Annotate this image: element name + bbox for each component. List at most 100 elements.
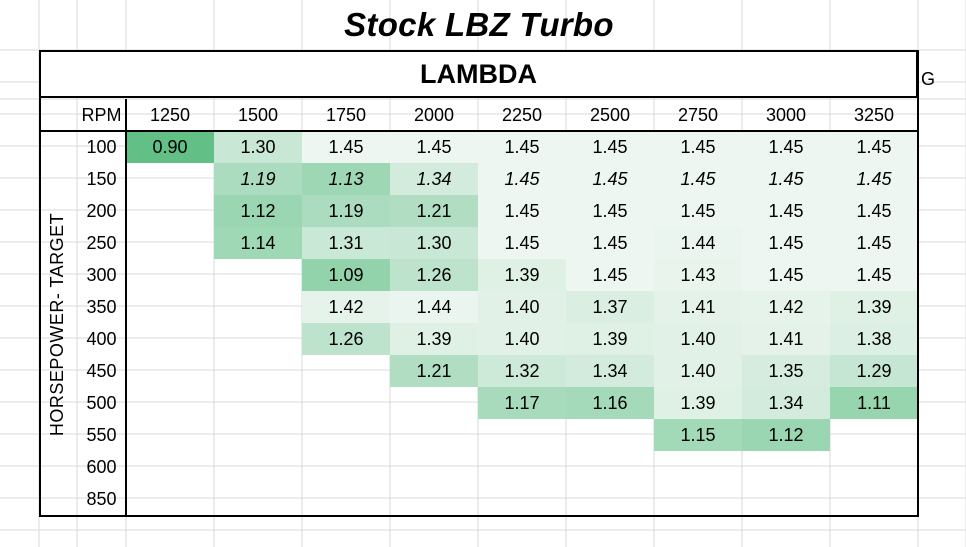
lambda-cell[interactable] xyxy=(214,419,302,451)
lambda-cell[interactable]: 1.40 xyxy=(478,323,566,355)
lambda-cell[interactable]: 1.19 xyxy=(214,163,302,195)
lambda-cell[interactable] xyxy=(566,451,654,483)
lambda-cell[interactable] xyxy=(214,259,302,291)
lambda-cell[interactable]: 1.11 xyxy=(830,387,918,419)
lambda-cell[interactable] xyxy=(478,483,566,515)
lambda-cell[interactable] xyxy=(126,323,214,355)
rpm-header-2750[interactable]: 2750 xyxy=(677,104,719,125)
rpm-header-label[interactable]: RPM xyxy=(81,104,122,125)
lambda-cell[interactable] xyxy=(214,291,302,323)
lambda-cell[interactable]: 1.30 xyxy=(214,131,302,163)
lambda-cell[interactable]: 1.13 xyxy=(302,163,390,195)
lambda-cell[interactable]: 1.45 xyxy=(830,227,918,259)
lambda-cell[interactable]: 1.45 xyxy=(566,259,654,291)
lambda-cell[interactable] xyxy=(390,419,478,451)
lambda-cell[interactable]: 1.45 xyxy=(302,131,390,163)
lambda-cell[interactable]: 1.31 xyxy=(302,227,390,259)
hp-row-label-400[interactable]: 400 xyxy=(86,328,117,349)
lambda-cell[interactable]: 1.40 xyxy=(478,291,566,323)
lambda-cell[interactable] xyxy=(126,419,214,451)
lambda-cell[interactable] xyxy=(214,451,302,483)
lambda-cell[interactable] xyxy=(126,483,214,515)
lambda-cell[interactable] xyxy=(830,419,918,451)
lambda-cell[interactable]: 1.45 xyxy=(478,227,566,259)
hp-row-label-450[interactable]: 450 xyxy=(86,360,117,381)
lambda-cell[interactable]: 1.37 xyxy=(566,291,654,323)
lambda-cell[interactable]: 1.42 xyxy=(302,291,390,323)
lambda-cell[interactable] xyxy=(302,355,390,387)
lambda-cell[interactable]: 1.12 xyxy=(742,419,830,451)
lambda-cell[interactable]: 1.45 xyxy=(830,131,918,163)
lambda-cell[interactable]: 1.39 xyxy=(830,291,918,323)
lambda-cell[interactable]: 1.32 xyxy=(478,355,566,387)
hp-row-label-150[interactable]: 150 xyxy=(86,168,117,189)
lambda-cell[interactable]: 1.45 xyxy=(478,131,566,163)
lambda-cell[interactable]: 1.45 xyxy=(742,259,830,291)
lambda-cell[interactable]: 1.44 xyxy=(390,291,478,323)
lambda-cell[interactable]: 0.90 xyxy=(126,131,214,163)
lambda-cell[interactable] xyxy=(566,483,654,515)
lambda-cell[interactable]: 1.45 xyxy=(742,195,830,227)
lambda-cell[interactable] xyxy=(214,355,302,387)
column-g-cell[interactable]: G xyxy=(921,69,936,89)
rpm-header-3250[interactable]: 3250 xyxy=(853,104,895,125)
lambda-cell[interactable]: 1.19 xyxy=(302,195,390,227)
rpm-header-2000[interactable]: 2000 xyxy=(413,104,455,125)
lambda-cell[interactable] xyxy=(742,451,830,483)
lambda-cell[interactable]: 1.30 xyxy=(390,227,478,259)
lambda-cell[interactable]: 1.45 xyxy=(566,227,654,259)
lambda-cell[interactable] xyxy=(742,483,830,515)
lambda-cell[interactable]: 1.43 xyxy=(654,259,742,291)
lambda-cell[interactable] xyxy=(126,451,214,483)
lambda-cell[interactable]: 1.16 xyxy=(566,387,654,419)
lambda-cell[interactable]: 1.45 xyxy=(830,163,918,195)
lambda-cell[interactable] xyxy=(302,483,390,515)
lambda-cell[interactable] xyxy=(126,291,214,323)
lambda-cell[interactable]: 1.09 xyxy=(302,259,390,291)
lambda-cell[interactable]: 1.41 xyxy=(654,291,742,323)
lambda-cell[interactable]: 1.40 xyxy=(654,355,742,387)
lambda-cell[interactable] xyxy=(302,451,390,483)
lambda-cell[interactable]: 1.45 xyxy=(478,195,566,227)
lambda-cell[interactable]: 1.45 xyxy=(566,163,654,195)
lambda-cell[interactable]: 1.39 xyxy=(390,323,478,355)
hp-row-label-350[interactable]: 350 xyxy=(86,296,117,317)
lambda-cell[interactable]: 1.40 xyxy=(654,323,742,355)
lambda-cell[interactable]: 1.45 xyxy=(742,131,830,163)
lambda-cell[interactable]: 1.45 xyxy=(830,259,918,291)
lambda-cell[interactable]: 1.44 xyxy=(654,227,742,259)
rpm-header-1750[interactable]: 1750 xyxy=(325,104,367,125)
lambda-cell[interactable]: 1.34 xyxy=(390,163,478,195)
lambda-cell[interactable]: 1.41 xyxy=(742,323,830,355)
lambda-cell[interactable] xyxy=(830,451,918,483)
lambda-cell[interactable] xyxy=(390,483,478,515)
lambda-cell[interactable]: 1.45 xyxy=(566,131,654,163)
hp-row-label-200[interactable]: 200 xyxy=(86,200,117,221)
lambda-cell[interactable]: 1.12 xyxy=(214,195,302,227)
lambda-cell[interactable]: 1.39 xyxy=(566,323,654,355)
lambda-cell[interactable] xyxy=(214,483,302,515)
lambda-cell[interactable] xyxy=(214,323,302,355)
lambda-cell[interactable]: 1.45 xyxy=(390,131,478,163)
lambda-cell[interactable] xyxy=(126,227,214,259)
lambda-cell[interactable] xyxy=(126,163,214,195)
lambda-cell[interactable]: 1.29 xyxy=(830,355,918,387)
lambda-cell[interactable]: 1.17 xyxy=(478,387,566,419)
lambda-cell[interactable] xyxy=(126,355,214,387)
lambda-cell[interactable]: 1.21 xyxy=(390,355,478,387)
lambda-cell[interactable]: 1.45 xyxy=(654,163,742,195)
rpm-header-2250[interactable]: 2250 xyxy=(501,104,543,125)
lambda-cell[interactable] xyxy=(478,451,566,483)
lambda-cell[interactable] xyxy=(214,387,302,419)
lambda-cell[interactable]: 1.38 xyxy=(830,323,918,355)
lambda-cell[interactable] xyxy=(390,387,478,419)
lambda-cell[interactable]: 1.21 xyxy=(390,195,478,227)
rpm-header-1500[interactable]: 1500 xyxy=(237,104,279,125)
rpm-header-1250[interactable]: 1250 xyxy=(149,104,191,125)
lambda-cell[interactable]: 1.14 xyxy=(214,227,302,259)
lambda-cell[interactable]: 1.42 xyxy=(742,291,830,323)
lambda-cell[interactable]: 1.34 xyxy=(742,387,830,419)
lambda-cell[interactable]: 1.26 xyxy=(302,323,390,355)
hp-row-label-500[interactable]: 500 xyxy=(86,392,117,413)
lambda-cell[interactable] xyxy=(302,419,390,451)
